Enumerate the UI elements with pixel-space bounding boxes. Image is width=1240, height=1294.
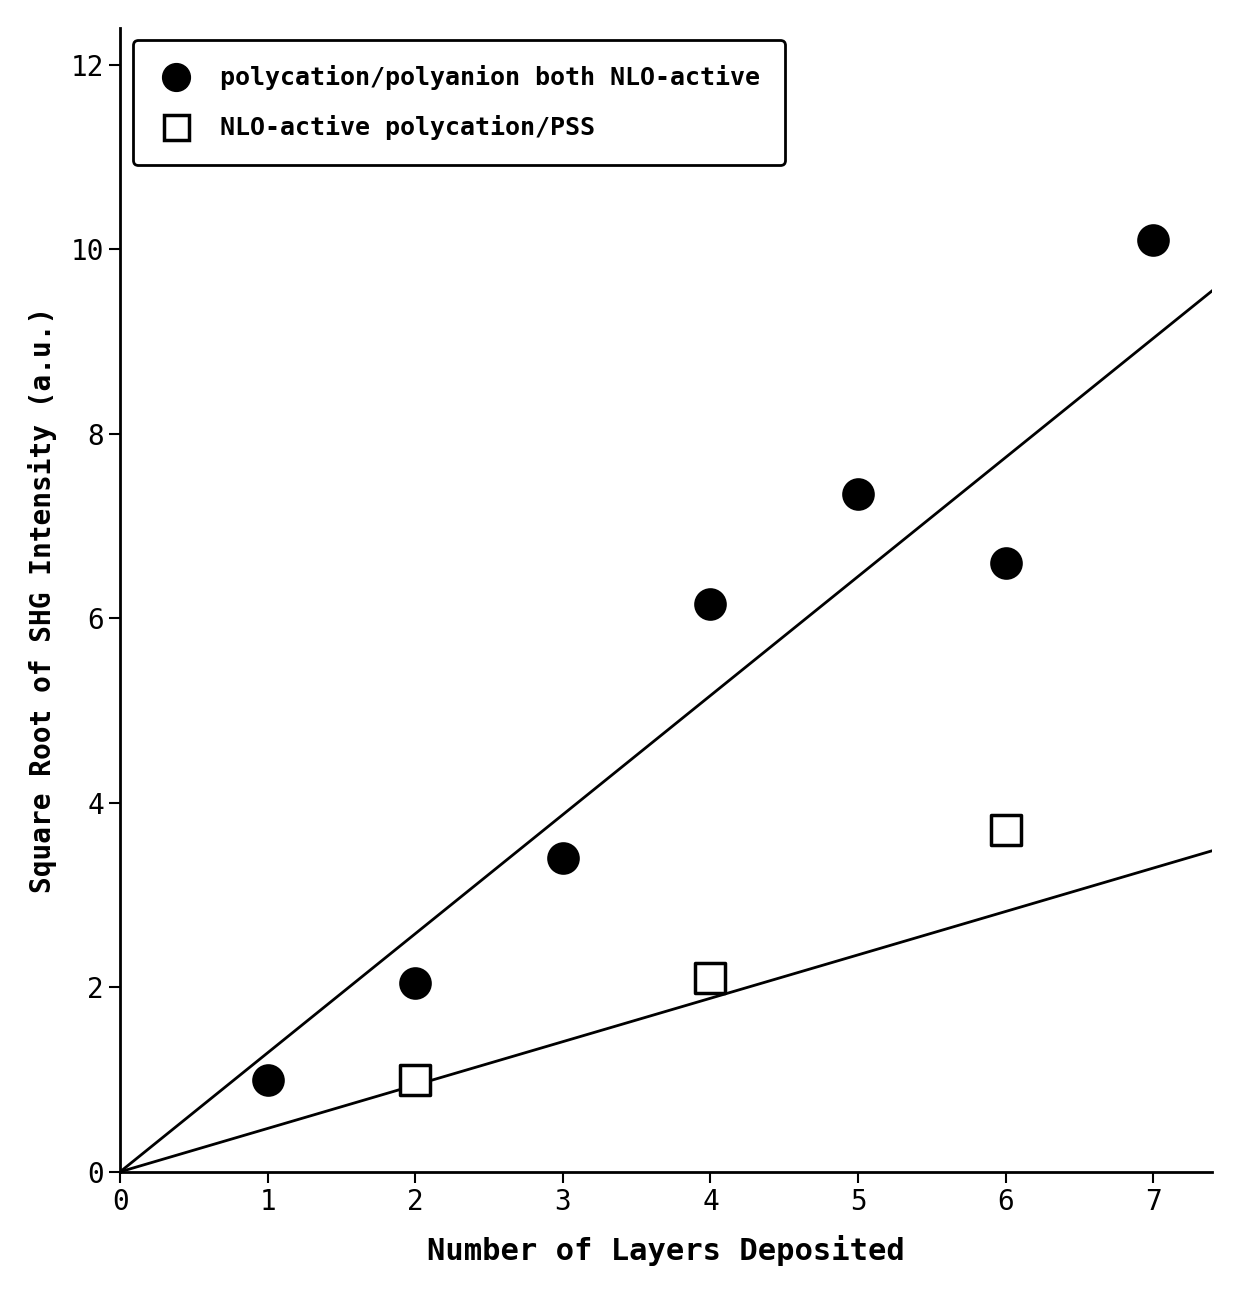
Point [848,484,868,505]
X-axis label: Number of Layers Deposited: Number of Layers Deposited [428,1236,905,1267]
Point [701,594,720,615]
Point [405,1069,425,1090]
Point [405,972,425,992]
Point [701,968,720,989]
Point [996,553,1016,573]
Point [1143,229,1163,250]
Point [996,820,1016,841]
Y-axis label: Square Root of SHG Intensity (a.u.): Square Root of SHG Intensity (a.u.) [27,307,57,893]
Legend: polycation/polyanion both NLO-active, NLO-active polycation/PSS: polycation/polyanion both NLO-active, NL… [133,40,785,166]
Point [553,848,573,868]
Point [258,1069,278,1090]
